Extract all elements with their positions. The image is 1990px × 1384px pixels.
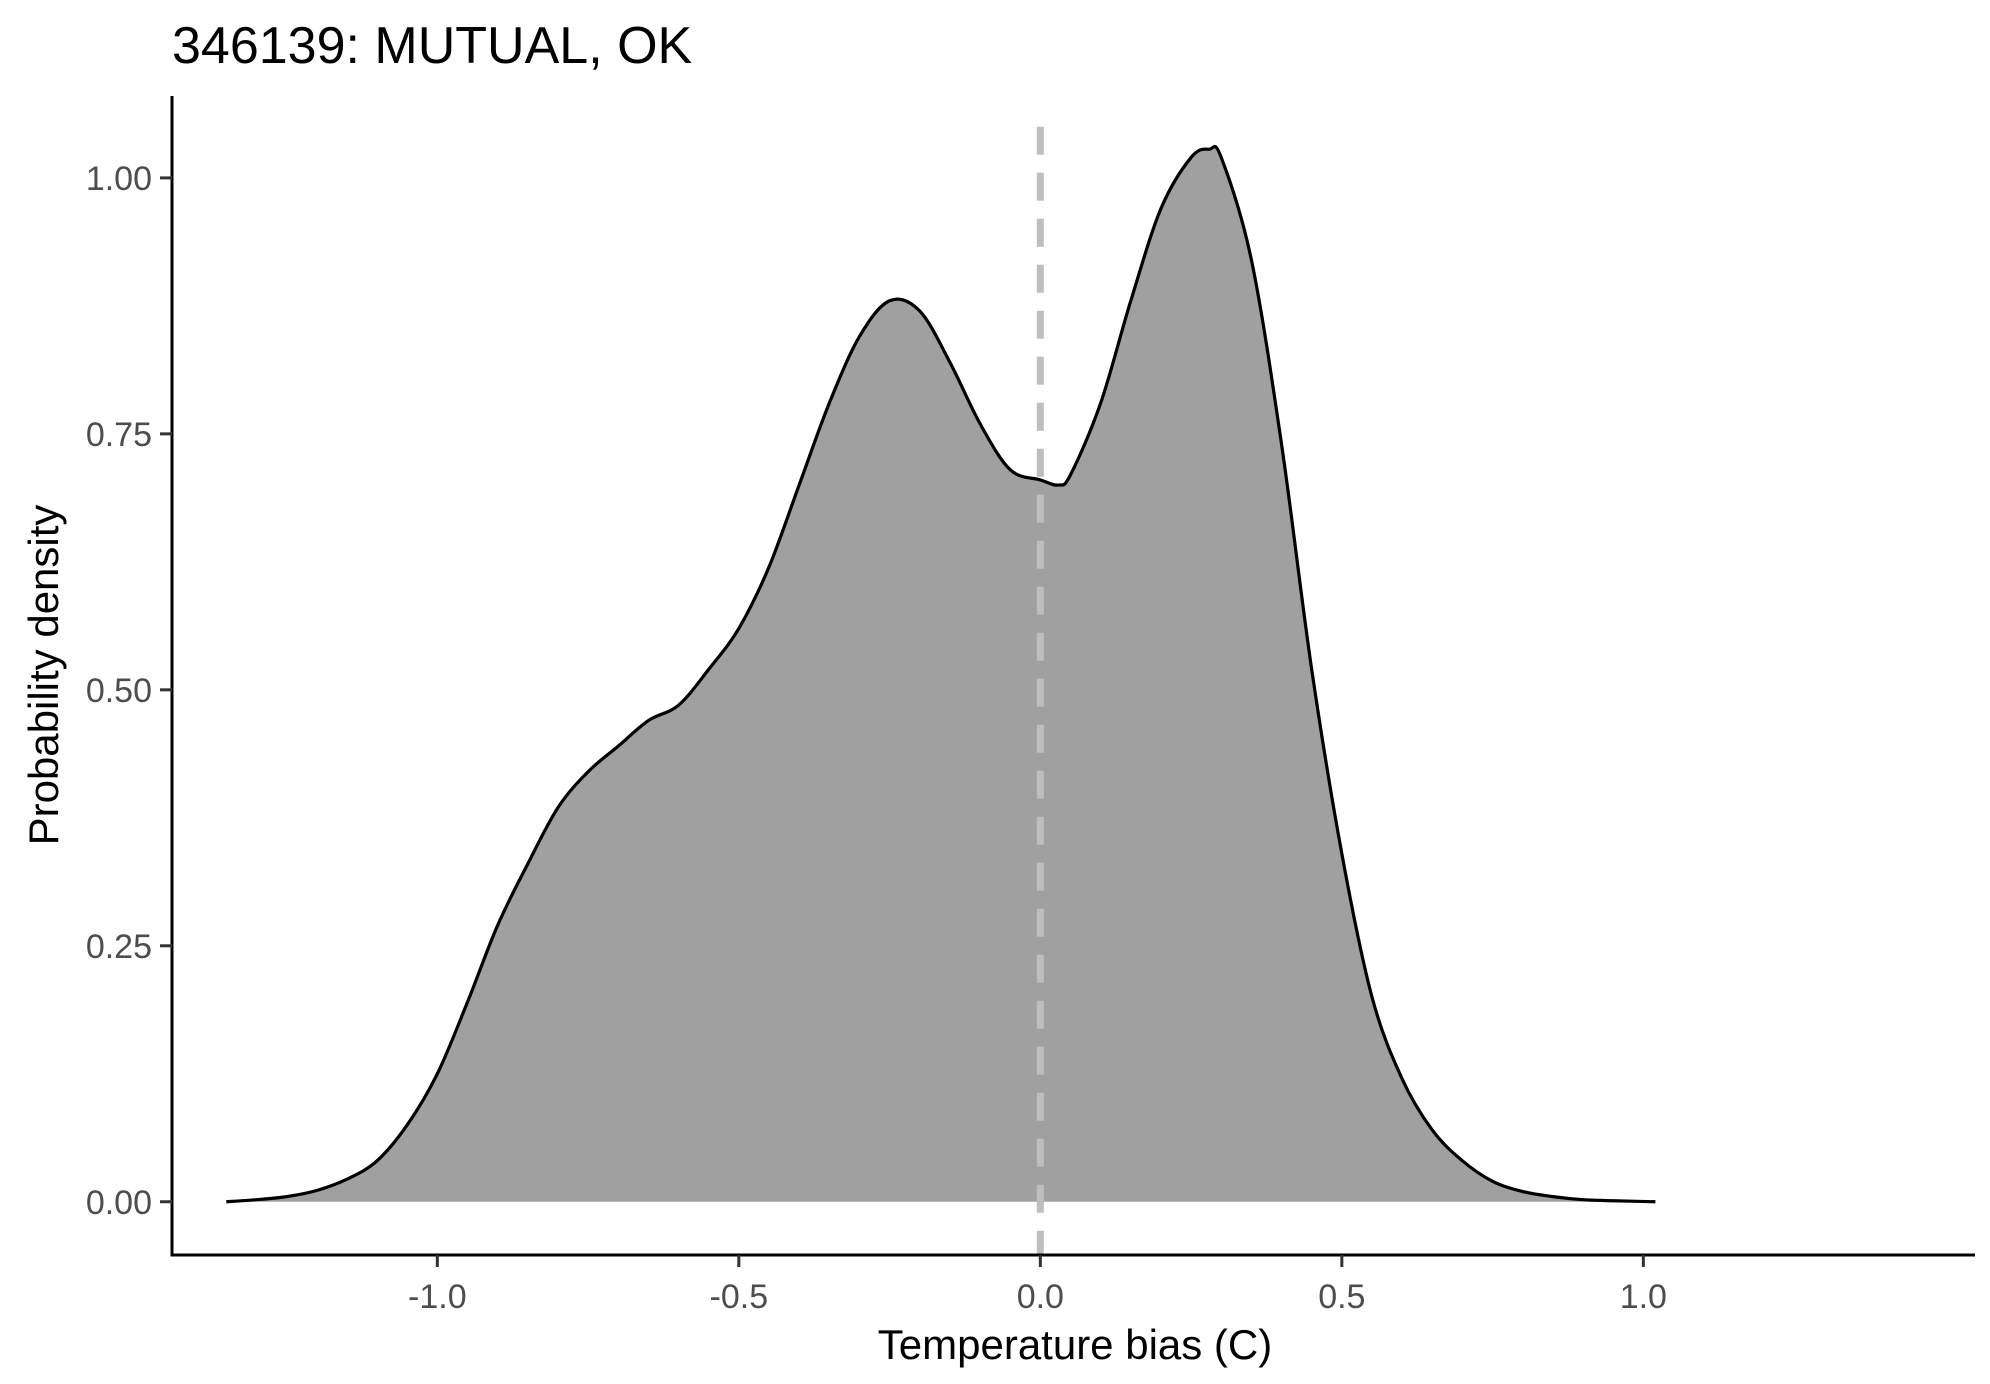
x-tick-label: 1.0 [1620,1278,1667,1316]
y-tick-label: 0.00 [86,1184,152,1222]
x-tick-label: -1.0 [408,1278,467,1316]
x-tick-label: 0.0 [1017,1278,1064,1316]
y-tick-label: 0.50 [86,672,152,710]
y-axis-title: Probability density [20,505,67,846]
y-tick-label: 0.25 [86,928,152,966]
plot-area [226,126,1656,1255]
chart-title: 346139: MUTUAL, OK [172,17,693,75]
x-tick-label: 0.5 [1318,1278,1365,1316]
x-axis-ticks: -1.0 -0.5 0.0 0.5 1.0 [408,1255,1667,1316]
y-axis-ticks: 0.00 0.25 0.50 0.75 1.00 [86,160,172,1222]
density-area-fill [226,146,1656,1202]
density-curve [226,144,1656,1204]
x-axis-title: Temperature bias (C) [878,1321,1272,1368]
x-tick-label: -0.5 [710,1278,769,1316]
y-tick-label: 0.75 [86,416,152,454]
y-tick-label: 1.00 [86,160,152,198]
